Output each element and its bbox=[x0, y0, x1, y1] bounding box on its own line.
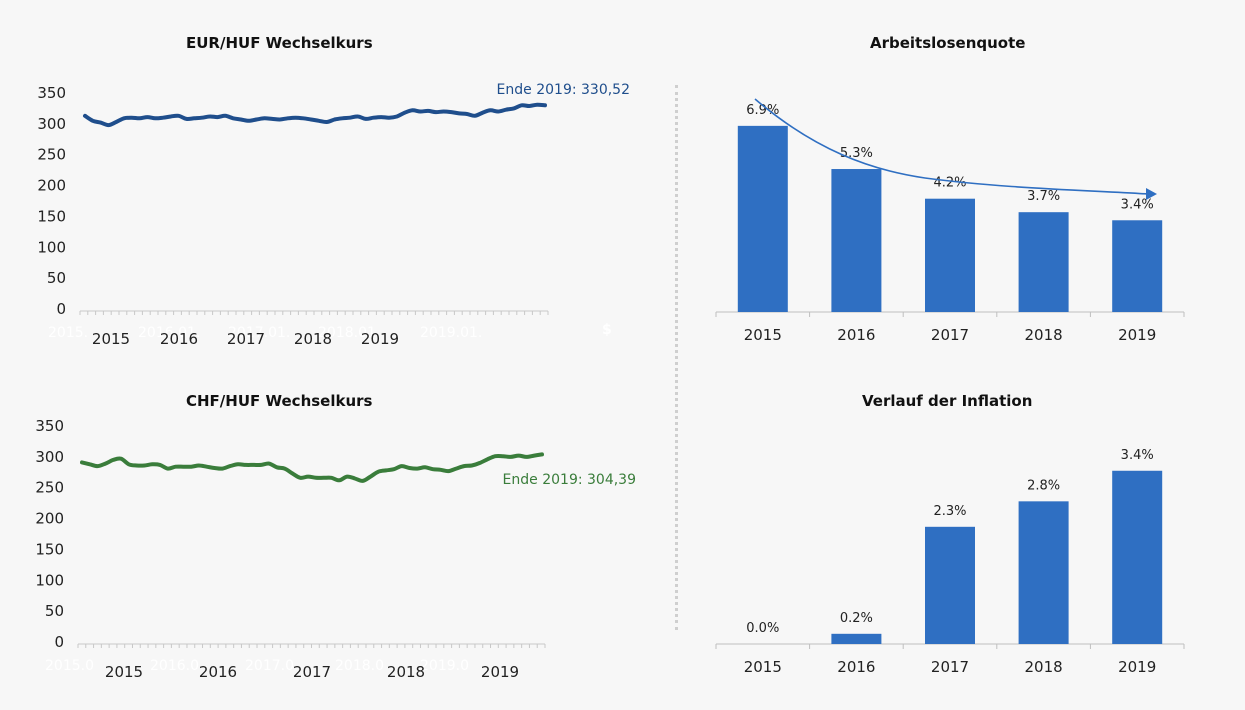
bar bbox=[1112, 220, 1163, 312]
x-tick-label: 2016 bbox=[199, 663, 237, 681]
y-tick-label: 150 bbox=[37, 207, 66, 225]
y-tick-label: 300 bbox=[37, 115, 66, 133]
x-tick-label: 2015 bbox=[744, 658, 782, 676]
y-tick-label: 50 bbox=[47, 269, 66, 287]
y-tick-label: 250 bbox=[37, 146, 66, 164]
data-label: 3.7% bbox=[1027, 189, 1060, 204]
x-tick-label: 2015 bbox=[105, 663, 143, 681]
data-label: 2.3% bbox=[933, 504, 966, 519]
x-tick-label: 2016 bbox=[837, 658, 875, 676]
data-label: 0.0% bbox=[746, 621, 779, 636]
y-tick-label: 100 bbox=[35, 571, 64, 589]
x-ghost-label: 2019.01. bbox=[420, 325, 482, 341]
bar bbox=[925, 526, 975, 644]
y-tick-label: 100 bbox=[37, 238, 66, 256]
series-line bbox=[83, 102, 547, 128]
bar bbox=[925, 198, 975, 312]
x-tick-label: 2017 bbox=[227, 330, 265, 348]
x-tick-label: 2019 bbox=[361, 330, 399, 348]
x-tick-label: 2019 bbox=[481, 663, 519, 681]
data-label: 3.4% bbox=[1121, 448, 1154, 463]
watermark-glyph: $ bbox=[602, 322, 612, 338]
x-tick-label: 2018 bbox=[1025, 326, 1063, 344]
chart-title: EUR/HUF Wechselkurs bbox=[186, 34, 373, 52]
y-tick-label: 350 bbox=[37, 84, 66, 102]
y-tick-label: 0 bbox=[56, 300, 66, 318]
y-tick-label: 200 bbox=[37, 177, 66, 195]
x-ghost-label: 2015. bbox=[48, 325, 88, 341]
chart-title: CHF/HUF Wechselkurs bbox=[186, 392, 373, 410]
bar bbox=[737, 125, 788, 312]
y-tick-label: 50 bbox=[45, 602, 64, 620]
data-label: 6.9% bbox=[746, 103, 779, 118]
bar bbox=[1112, 470, 1163, 644]
data-label: 3.4% bbox=[1121, 197, 1154, 212]
x-tick-label: 2015 bbox=[92, 330, 130, 348]
y-tick-label: 0 bbox=[54, 633, 64, 651]
x-ghost-label: 2017.0 bbox=[245, 658, 294, 674]
x-ghost-label: 2017.01. bbox=[228, 325, 290, 341]
x-tick-label: 2017 bbox=[293, 663, 331, 681]
y-tick-label: 300 bbox=[35, 448, 64, 466]
x-tick-label: 2017 bbox=[931, 326, 969, 344]
y-tick-label: 150 bbox=[35, 540, 64, 558]
x-tick-label: 2018 bbox=[387, 663, 425, 681]
x-ghost-label: 2016.0 bbox=[150, 658, 199, 674]
trend-arrow-head bbox=[1146, 188, 1157, 200]
y-tick-label: 250 bbox=[35, 479, 64, 497]
data-label: 2.8% bbox=[1027, 478, 1060, 493]
y-tick-label: 350 bbox=[35, 417, 64, 435]
chart-title: Verlauf der Inflation bbox=[862, 392, 1033, 410]
series-line bbox=[80, 452, 544, 483]
panel-divider bbox=[675, 85, 678, 630]
chart-title: Arbeitslosenquote bbox=[870, 34, 1026, 52]
end-value-annotation: Ende 2019: 330,52 bbox=[497, 82, 630, 98]
data-label: 0.2% bbox=[840, 611, 873, 626]
x-ghost-label: 2018.01. bbox=[318, 325, 380, 341]
x-tick-label: 2016 bbox=[160, 330, 198, 348]
x-tick-label: 2019 bbox=[1118, 326, 1156, 344]
x-tick-label: 2018 bbox=[294, 330, 332, 348]
y-tick-label: 200 bbox=[35, 510, 64, 528]
bar bbox=[1018, 501, 1069, 644]
x-ghost-label: 2018.0 bbox=[335, 658, 384, 674]
x-ghost-label: 2015.0 bbox=[45, 658, 94, 674]
x-tick-label: 2016 bbox=[837, 326, 875, 344]
x-ghost-label: 2019.0 bbox=[420, 658, 469, 674]
bar bbox=[1018, 212, 1069, 312]
x-tick-label: 2017 bbox=[931, 658, 969, 676]
x-tick-label: 2018 bbox=[1025, 658, 1063, 676]
trend-arrow-line bbox=[754, 98, 1149, 195]
x-ghost-label: 2016.01. bbox=[138, 325, 200, 341]
x-tick-label: 2015 bbox=[744, 326, 782, 344]
end-value-annotation: Ende 2019: 304,39 bbox=[503, 472, 636, 488]
bar bbox=[831, 633, 882, 644]
bar bbox=[831, 169, 882, 312]
x-tick-label: 2019 bbox=[1118, 658, 1156, 676]
